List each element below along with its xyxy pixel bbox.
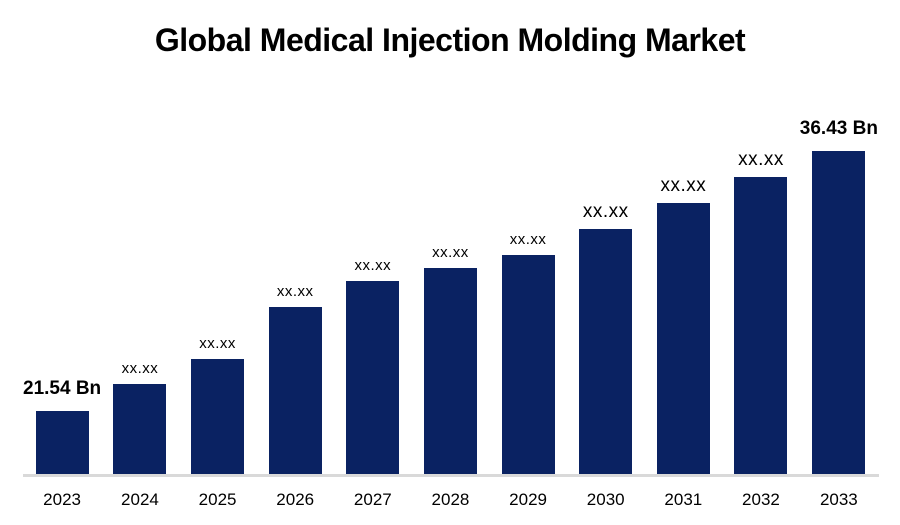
bar-column-2023: 21.54 Bn 2023 xyxy=(23,0,101,525)
bar-2028 xyxy=(423,268,477,474)
axis-gap-2030: 2030 xyxy=(587,474,625,525)
bar-2026 xyxy=(268,307,322,474)
bar-column-2029: xx.xx 2029 xyxy=(489,0,567,525)
year-label-2032: 2032 xyxy=(742,489,780,509)
value-label-2031: xx.xx xyxy=(660,175,707,196)
year-label-2031: 2031 xyxy=(664,489,703,509)
axis-gap-2028: 2028 xyxy=(432,474,470,525)
year-label-2026: 2026 xyxy=(276,489,315,509)
bar-column-2026: xx.xx 2026 xyxy=(256,0,334,525)
bar-2033 xyxy=(812,151,866,474)
year-label-2024: 2024 xyxy=(121,489,159,509)
bar-columns: 21.54 Bn 2023 xx.xx 2024 xx.xx 2025 xx.xx 2026 x… xyxy=(23,0,878,525)
bar-2027 xyxy=(346,281,400,474)
year-label-2025: 2025 xyxy=(198,489,237,509)
axis-gap-2026: 2026 xyxy=(276,474,314,525)
bar-2023 xyxy=(35,411,89,474)
year-label-2027: 2027 xyxy=(353,489,392,509)
year-label-2029: 2029 xyxy=(509,489,547,509)
bar-column-2033: 36.43 Bn 2033 xyxy=(800,0,878,525)
bar-column-2030: xx.xx 2030 xyxy=(567,0,645,525)
bar-2030 xyxy=(579,229,633,474)
bar-2031 xyxy=(656,203,710,474)
bar-2025 xyxy=(191,359,245,474)
year-label-2030: 2030 xyxy=(586,489,625,509)
bar-column-2024: xx.xx 2024 xyxy=(101,0,179,525)
bar-column-2027: xx.xx 2027 xyxy=(334,0,412,525)
value-label-2030: xx.xx xyxy=(582,201,629,222)
bar-column-2025: xx.xx 2025 xyxy=(179,0,257,525)
value-label-2026: xx.xx xyxy=(276,283,314,300)
bar-column-2032: xx.xx 2032 xyxy=(722,0,800,525)
x-axis-line xyxy=(23,474,879,477)
chart-title: Global Medical Injection Molding Market xyxy=(154,22,746,58)
axis-gap-2023: 2023 xyxy=(43,474,81,525)
bar-2029 xyxy=(501,255,555,474)
axis-gap-2031: 2031 xyxy=(664,474,702,525)
bar-column-2031: xx.xx 2031 xyxy=(645,0,723,525)
year-label-2023: 2023 xyxy=(43,489,81,509)
value-label-2029: xx.xx xyxy=(509,231,547,248)
value-label-2025: xx.xx xyxy=(199,335,236,352)
year-label-2028: 2028 xyxy=(431,489,470,509)
value-label-2024: xx.xx xyxy=(121,360,159,377)
axis-gap-2032: 2032 xyxy=(742,474,780,525)
bar-2024 xyxy=(113,384,167,474)
axis-gap-2029: 2029 xyxy=(509,474,547,525)
value-label-2027: xx.xx xyxy=(354,257,392,274)
axis-gap-2033: 2033 xyxy=(820,474,858,525)
value-label-2033: 36.43 Bn xyxy=(799,118,878,139)
bar-column-2028: xx.xx 2028 xyxy=(412,0,490,525)
bar-2032 xyxy=(734,177,788,474)
value-label-2028: xx.xx xyxy=(432,244,469,261)
value-label-2032: xx.xx xyxy=(738,149,784,170)
year-label-2033: 2033 xyxy=(819,489,858,509)
axis-gap-2025: 2025 xyxy=(199,474,237,525)
axis-gap-2024: 2024 xyxy=(121,474,159,525)
axis-gap-2027: 2027 xyxy=(354,474,392,525)
value-label-2023: 21.54 Bn xyxy=(23,378,102,399)
